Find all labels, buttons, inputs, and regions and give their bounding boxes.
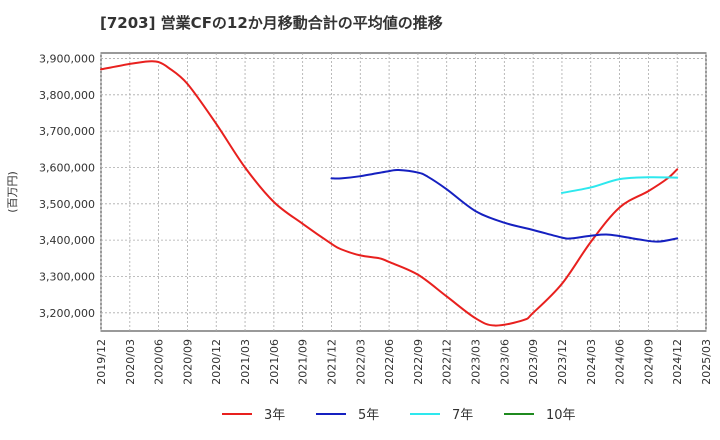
x-tick-label: 2020/06 [153,339,166,385]
y-tick-label: 3,900,000 [39,52,95,65]
legend-label: 7年 [452,408,473,423]
grid [100,52,707,332]
y-tick-label: 3,600,000 [39,161,95,174]
series-line-1 [100,60,679,327]
x-tick-label: 2024/06 [614,339,627,385]
plot-frame [100,52,707,332]
series-lines [100,60,679,327]
x-tick-label: 2025/03 [700,339,713,385]
y-tick-label: 3,500,000 [39,198,95,211]
x-tick-label: 2019/12 [95,339,108,385]
legend-label: 10年 [546,408,576,423]
y-tick-label: 3,200,000 [39,307,95,320]
y-axis-label: (百万円) [6,171,19,213]
x-tick-label: 2020/03 [124,339,137,385]
x-tick-label: 2021/09 [297,339,310,385]
x-tick-label: 2021/12 [325,339,338,385]
y-tick-label: 3,400,000 [39,234,95,247]
x-tick-label: 2022/09 [412,339,425,385]
x-tick-label: 2023/03 [470,339,483,385]
y-tick-label: 3,300,000 [39,270,95,283]
x-tick-label: 2022/12 [441,339,454,385]
x-tick-label: 2021/03 [239,339,252,385]
series-line-2 [330,168,679,243]
x-tick-label: 2023/09 [527,339,540,385]
x-tick-label: 2023/12 [556,339,569,385]
legend: 3年 5年 7年 10年 [222,408,576,423]
chart-title: [7203] 営業CFの12か月移動合計の平均値の推移 [100,14,443,32]
y-tick-label: 3,800,000 [39,89,95,102]
legend-label: 3年 [264,408,285,423]
x-tick-label: 2023/06 [498,339,511,385]
x-tick-label: 2020/12 [210,339,223,385]
x-tick-label: 2024/03 [585,339,598,385]
series-line-3 [560,176,679,194]
x-tick-label: 2022/03 [354,339,367,385]
x-tick-label: 2024/12 [671,339,684,385]
x-tick-label: 2024/09 [642,339,655,385]
legend-label: 5年 [358,408,379,423]
x-tick-label: 2020/09 [181,339,194,385]
x-tick-label: 2022/06 [383,339,396,385]
axes: 3,200,000 3,300,000 3,400,000 3,500,000 3,60… [6,52,713,384]
y-tick-label: 3,700,000 [39,125,95,138]
x-tick-label: 2021/06 [268,339,281,385]
